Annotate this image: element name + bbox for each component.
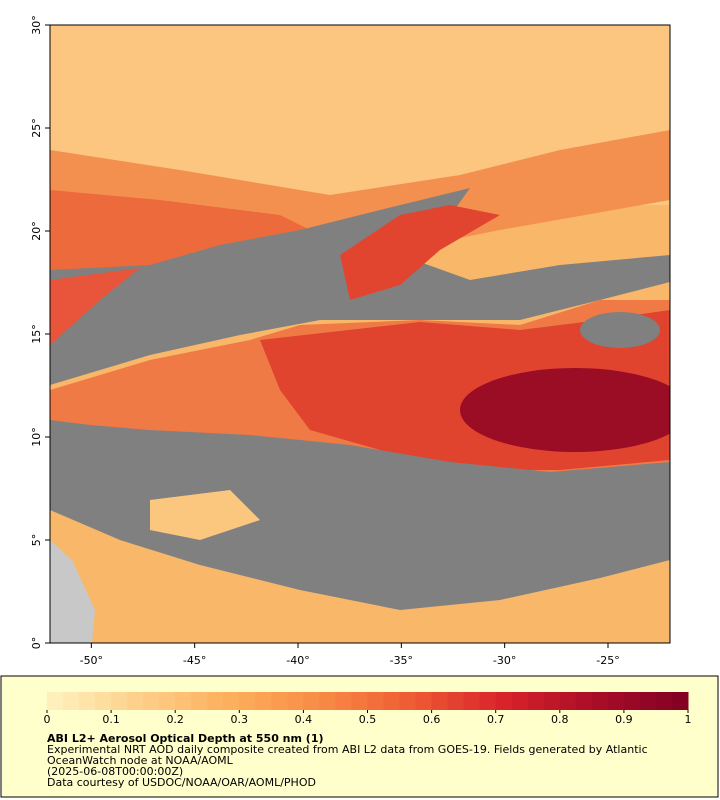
map-image: [50, 25, 670, 643]
colorbar-step: [591, 692, 609, 710]
land: [50, 540, 95, 643]
colorbar-step: [463, 692, 481, 710]
colorbar: 0 0.1 0.2 0.3 0.4 0.5 0.6 0.7 0.8 0.9 1: [44, 692, 692, 726]
colorbar-step: [447, 692, 465, 710]
colorbar-step: [639, 692, 657, 710]
colorbar-step: [575, 692, 593, 710]
colorbar-tick-label: 0.6: [423, 713, 441, 726]
y-tick-label: 15°: [30, 324, 43, 344]
colorbar-step: [495, 692, 513, 710]
colorbar-step: [47, 692, 64, 710]
colorbar-step: [559, 692, 577, 710]
y-tick-label: 25°: [30, 118, 43, 138]
colorbar-step: [175, 692, 192, 710]
colorbar-step: [239, 692, 256, 710]
colorbar-step: [623, 692, 641, 710]
colorbar-step: [335, 692, 352, 710]
colorbar-step: [255, 692, 272, 710]
colorbar-step: [655, 692, 673, 710]
colorbar-step: [127, 692, 144, 710]
colorbar-step: [111, 692, 128, 710]
aod-field: [460, 368, 670, 452]
colorbar-step: [271, 692, 288, 710]
colorbar-step: [431, 692, 449, 710]
colorbar-step: [543, 692, 561, 710]
legend-title: ABI L2+ Aerosol Optical Depth at 550 nm …: [47, 732, 324, 745]
legend-line: OceanWatch node at NOAA/AOML: [47, 754, 234, 767]
colorbar-tick-label: 0.2: [166, 713, 184, 726]
no-data: [50, 420, 670, 610]
x-tick-label: -25°: [596, 654, 619, 667]
colorbar-step: [351, 692, 368, 710]
colorbar-step: [223, 692, 240, 710]
legend-line: (2025-06-08T00:00:00Z): [47, 765, 183, 778]
colorbar-step: [479, 692, 497, 710]
colorbar-tick-label: 0.9: [615, 713, 633, 726]
colorbar-step: [95, 692, 112, 710]
axes: -50° -45° -40° -35° -30° -25° 0° 5° 10° 15° 20° 25°…: [30, 15, 620, 667]
colorbar-step: [159, 692, 176, 710]
x-tick-label: -35°: [390, 654, 413, 667]
y-tick-label: 30°: [30, 15, 43, 35]
colorbar-step: [415, 692, 433, 710]
colorbar-step: [527, 692, 545, 710]
x-tick-label: -50°: [80, 654, 103, 667]
aod-field: [50, 268, 140, 345]
colorbar-step: [319, 692, 336, 710]
no-data: [580, 312, 660, 348]
colorbar-step: [399, 692, 417, 710]
colorbar-step: [607, 692, 625, 710]
colorbar-step: [383, 692, 401, 710]
colorbar-step: [143, 692, 160, 710]
colorbar-step: [79, 692, 96, 710]
legend-line: Data courtesy of USDOC/NOAA/OAR/AOML/PHO…: [47, 776, 316, 789]
x-tick-label: -40°: [286, 654, 309, 667]
colorbar-tick-label: 0.5: [359, 713, 377, 726]
colorbar-step: [303, 692, 320, 710]
aod-field: [340, 205, 500, 300]
x-tick-label: -45°: [183, 654, 206, 667]
colorbar-step: [191, 692, 208, 710]
x-tick-label: -30°: [493, 654, 516, 667]
colorbar-step: [63, 692, 80, 710]
colorbar-tick-label: 1: [685, 713, 692, 726]
y-tick-label: 5°: [30, 534, 43, 547]
y-tick-label: 20°: [30, 221, 43, 241]
colorbar-step: [367, 692, 385, 710]
colorbar-step: [287, 692, 304, 710]
colorbar-tick-label: 0.1: [102, 713, 120, 726]
colorbar-tick-label: 0.7: [487, 713, 505, 726]
colorbar-tick-label: 0.3: [231, 713, 249, 726]
colorbar-step: [207, 692, 224, 710]
y-tick-label: 0°: [30, 637, 43, 650]
colorbar-tick-label: 0: [44, 713, 51, 726]
colorbar-tick-label: 0.4: [295, 713, 313, 726]
aod-field: [150, 490, 260, 540]
colorbar-step: [511, 692, 529, 710]
legend-line: Experimental NRT AOD daily composite cre…: [47, 743, 648, 756]
y-tick-label: 10°: [30, 427, 43, 447]
colorbar-step: [671, 692, 689, 710]
aod-field: [50, 190, 330, 280]
colorbar-tick-label: 0.8: [551, 713, 569, 726]
